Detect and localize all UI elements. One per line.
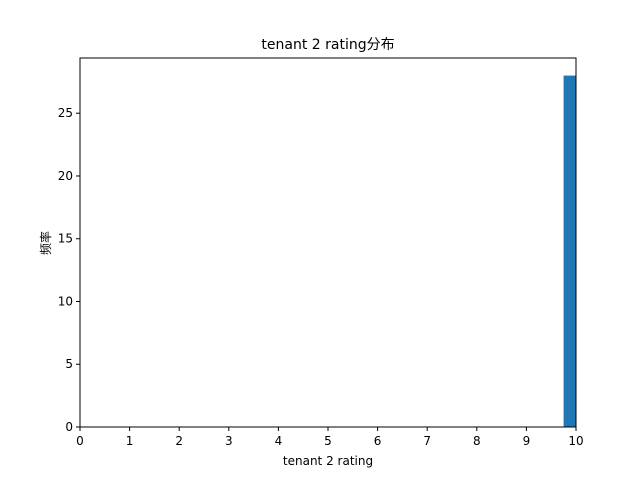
- y-tick-label: 5: [65, 357, 73, 371]
- x-axis-ticks: 0 1 2 3 4 5 6 7 8 9 10: [76, 427, 584, 448]
- histogram-bar: [563, 75, 576, 428]
- axes-frame: [79, 57, 577, 428]
- bars: [563, 75, 576, 428]
- chart-title: tenant 2 rating分布: [261, 37, 394, 53]
- x-tick-label: 4: [275, 434, 283, 448]
- x-tick-label: 3: [225, 434, 233, 448]
- y-tick-label: 15: [58, 232, 73, 246]
- x-tick-label: 7: [423, 434, 431, 448]
- x-tick-label: 8: [473, 434, 481, 448]
- y-tick-label: 20: [58, 169, 73, 183]
- y-tick-label: 25: [58, 106, 73, 120]
- y-tick-label: 10: [58, 294, 73, 308]
- x-tick-label: 1: [126, 434, 134, 448]
- x-axis-label: tenant 2 rating: [283, 454, 373, 468]
- x-tick-label: 6: [374, 434, 382, 448]
- x-tick-label: 9: [523, 434, 531, 448]
- y-tick-label: 0: [65, 420, 73, 434]
- y-axis-label: 频率: [38, 231, 53, 255]
- x-tick-label: 2: [175, 434, 183, 448]
- x-tick-label: 10: [568, 434, 583, 448]
- x-tick-label: 5: [324, 434, 332, 448]
- x-tick-label: 0: [76, 434, 84, 448]
- y-axis-ticks: 0 5 10 15 20 25: [58, 106, 80, 434]
